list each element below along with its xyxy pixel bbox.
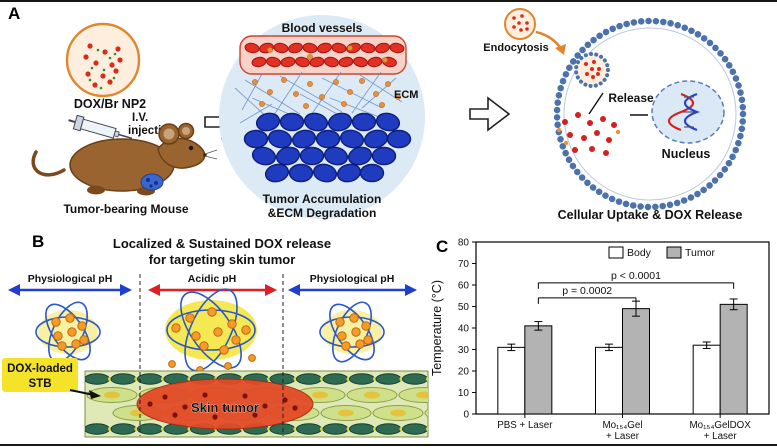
release-connector [588, 92, 604, 115]
y-tick-label: 80 [458, 238, 470, 249]
mouse-head [157, 137, 206, 169]
ph-right-label: Physiological pH [310, 273, 395, 285]
panel-a-label: A [8, 4, 21, 23]
endocytosis-dots [512, 14, 529, 32]
panel-b-label: B [32, 232, 45, 251]
uptake-caption: Cellular Uptake & DOX Release [558, 208, 743, 222]
legend-label-body: Body [627, 247, 652, 259]
p-value-label: p < 0.0001 [611, 270, 661, 282]
bar-body-2 [692, 344, 721, 415]
panel-b: B Localized & Sustained DOX release for … [0, 232, 430, 448]
y-tick-label: 10 [458, 388, 470, 399]
endocytosis-label: Endocytosis [483, 42, 548, 54]
legend-swatch-body [608, 246, 624, 259]
y-tick-label: 70 [458, 259, 470, 270]
stb-label-line2: STB [29, 378, 52, 390]
hydrogel-networks [35, 288, 385, 386]
p-value-label: p = 0.0002 [562, 285, 612, 297]
temperature-bar-chart: 0 10 20 30 40 50 60 70 80 Temperature (°C) PBS + L… [430, 238, 770, 442]
drug-dots [252, 45, 401, 109]
panel-c: C 0 10 20 30 40 50 60 70 80 Temperature (°C) PBS +… [430, 232, 777, 448]
vesicle-drug-dots [584, 60, 601, 79]
stb-pointer-arrowhead-icon [89, 390, 101, 399]
y-tick-label: 50 [458, 302, 470, 313]
nucleus-label: Nucleus [662, 147, 711, 161]
y-tick-label: 20 [458, 367, 470, 378]
panel-b-title-line2: for targeting skin tumor [149, 252, 296, 267]
panel-a: A DOX/Br NP2 I.V. injection [0, 2, 777, 232]
dna-helix-icon [667, 92, 701, 132]
stb-label-line1: DOX-loaded [7, 363, 73, 375]
ph-left-arrow-icon [8, 284, 132, 296]
bar-tumor-2 [719, 303, 748, 415]
bar-tumor-0 [524, 325, 553, 415]
accumulation-caption-line2: &ECM Degradation [268, 206, 377, 220]
mouse-tumor-patch [140, 173, 164, 191]
tumor-bearing-mouse-illustration [31, 122, 218, 196]
cell-membrane [553, 17, 747, 211]
legend-swatch-tumor [666, 246, 682, 259]
x-category-label: Mo₁₅₄GelDOX [689, 420, 751, 431]
tumor-cells [243, 112, 412, 183]
mouse-eye [188, 145, 194, 151]
panel-a-illustration: DOX/Br NP2 I.V. injection [31, 8, 747, 222]
bar-body-0 [497, 346, 526, 415]
np2-drug-dots [83, 43, 123, 90]
blood-vessels-label: Blood vessels [282, 21, 363, 35]
skin-tumor-region [136, 378, 314, 430]
ph-right-arrow-icon [288, 284, 417, 296]
syringe-icon [68, 114, 133, 140]
x-category-label: Mo₁₅₄Gel [602, 420, 642, 431]
ph-left-label: Physiological pH [28, 273, 113, 285]
bar-tumor-1 [622, 308, 650, 415]
y-tick-label: 60 [458, 281, 470, 292]
panel-c-label: C [436, 237, 449, 256]
y-tick-label: 0 [463, 410, 469, 421]
iv-label-line1: I.V. [132, 112, 148, 124]
accumulation-caption-line1: Tumor Accumulation [263, 192, 382, 206]
released-dox-dots [556, 112, 621, 156]
blood-vessel [239, 35, 407, 75]
mouse-tail [31, 150, 66, 177]
mouse-label: Tumor-bearing Mouse [63, 202, 188, 216]
np2-label: DOX/Br NP2 [74, 97, 146, 111]
mouse-paw [87, 185, 105, 195]
stb-label-box [2, 358, 78, 392]
legend-label-tumor: Tumor [685, 247, 715, 259]
x-category-label: + Laser [606, 431, 640, 442]
np2-particle [65, 22, 141, 98]
ecm-label: ECM [394, 89, 418, 101]
x-category-label: + Laser [704, 431, 738, 442]
ph-middle-arrow-icon [148, 284, 277, 296]
endocytosis-arrowhead-icon [555, 44, 566, 55]
skin-tumor-label: Skin tumor [191, 400, 259, 415]
ph-middle-label: Acidic pH [188, 273, 236, 285]
x-category-label: PBS + Laser [497, 420, 553, 431]
release-label: Release [608, 91, 654, 105]
panel-b-illustration: Localized & Sustained DOX release for ta… [2, 236, 429, 438]
flow-arrow-icon [469, 96, 511, 132]
y-tick-label: 30 [458, 345, 470, 356]
y-axis-label: Temperature (°C) [430, 280, 444, 376]
panel-b-title-line1: Localized & Sustained DOX release [113, 236, 331, 251]
bar-body-1 [595, 346, 623, 415]
y-tick-label: 40 [458, 324, 470, 335]
